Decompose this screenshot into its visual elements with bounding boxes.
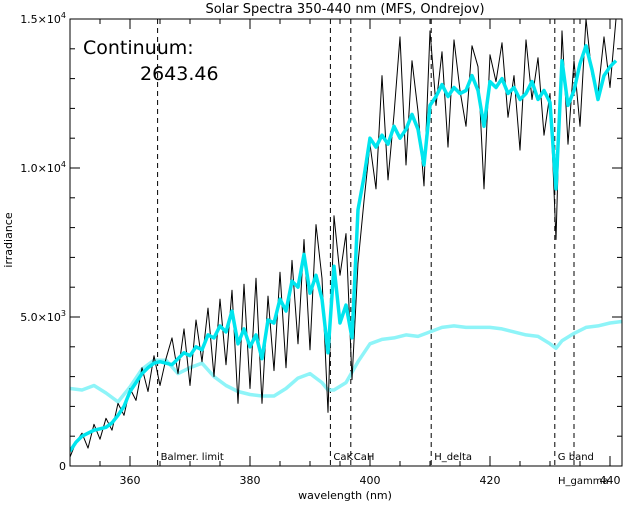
x-tick-label: 360 [120,474,141,487]
smoothed-series-line [70,44,618,453]
x-tick-label: 380 [240,474,261,487]
x-tick-label: 400 [360,474,381,487]
y-axis-label: irradiance [2,212,15,267]
x-tick-label: 420 [480,474,501,487]
y-axis: 0 5.0×103 1.0×104 1.5×104 [20,11,622,473]
chart-title: Solar Spectra 350-440 nm (MFS, Ondrejov) [205,2,484,17]
reference-line-label: CaH [354,452,375,463]
reference-line-label: CaK [333,452,353,463]
x-tick-label: 440 [600,474,621,487]
reference-line-label: G band [558,452,594,463]
y-tick-label: 0 [59,460,66,473]
plot-frame [69,18,623,467]
continuum-label: Continuum: [83,37,194,59]
plot-area: Balmer. limit CaK CaH H_delta G band H_gamma [70,19,622,487]
reference-line-label: H_gamma [558,476,609,487]
y-tick-label: 1.5×104 [20,11,66,26]
y-tick-label: 1.0×104 [20,160,66,175]
continuum-value: 2643.46 [140,63,219,85]
x-axis-label: wavelength (nm) [298,489,392,502]
reference-line-label: Balmer. limit [161,452,224,463]
raw-series-line [70,19,617,458]
y-tick-label: 5.0×103 [20,309,66,324]
x-axis: 360 380 400 420 440 [69,19,621,487]
reference-line-label: H_delta [434,452,472,463]
